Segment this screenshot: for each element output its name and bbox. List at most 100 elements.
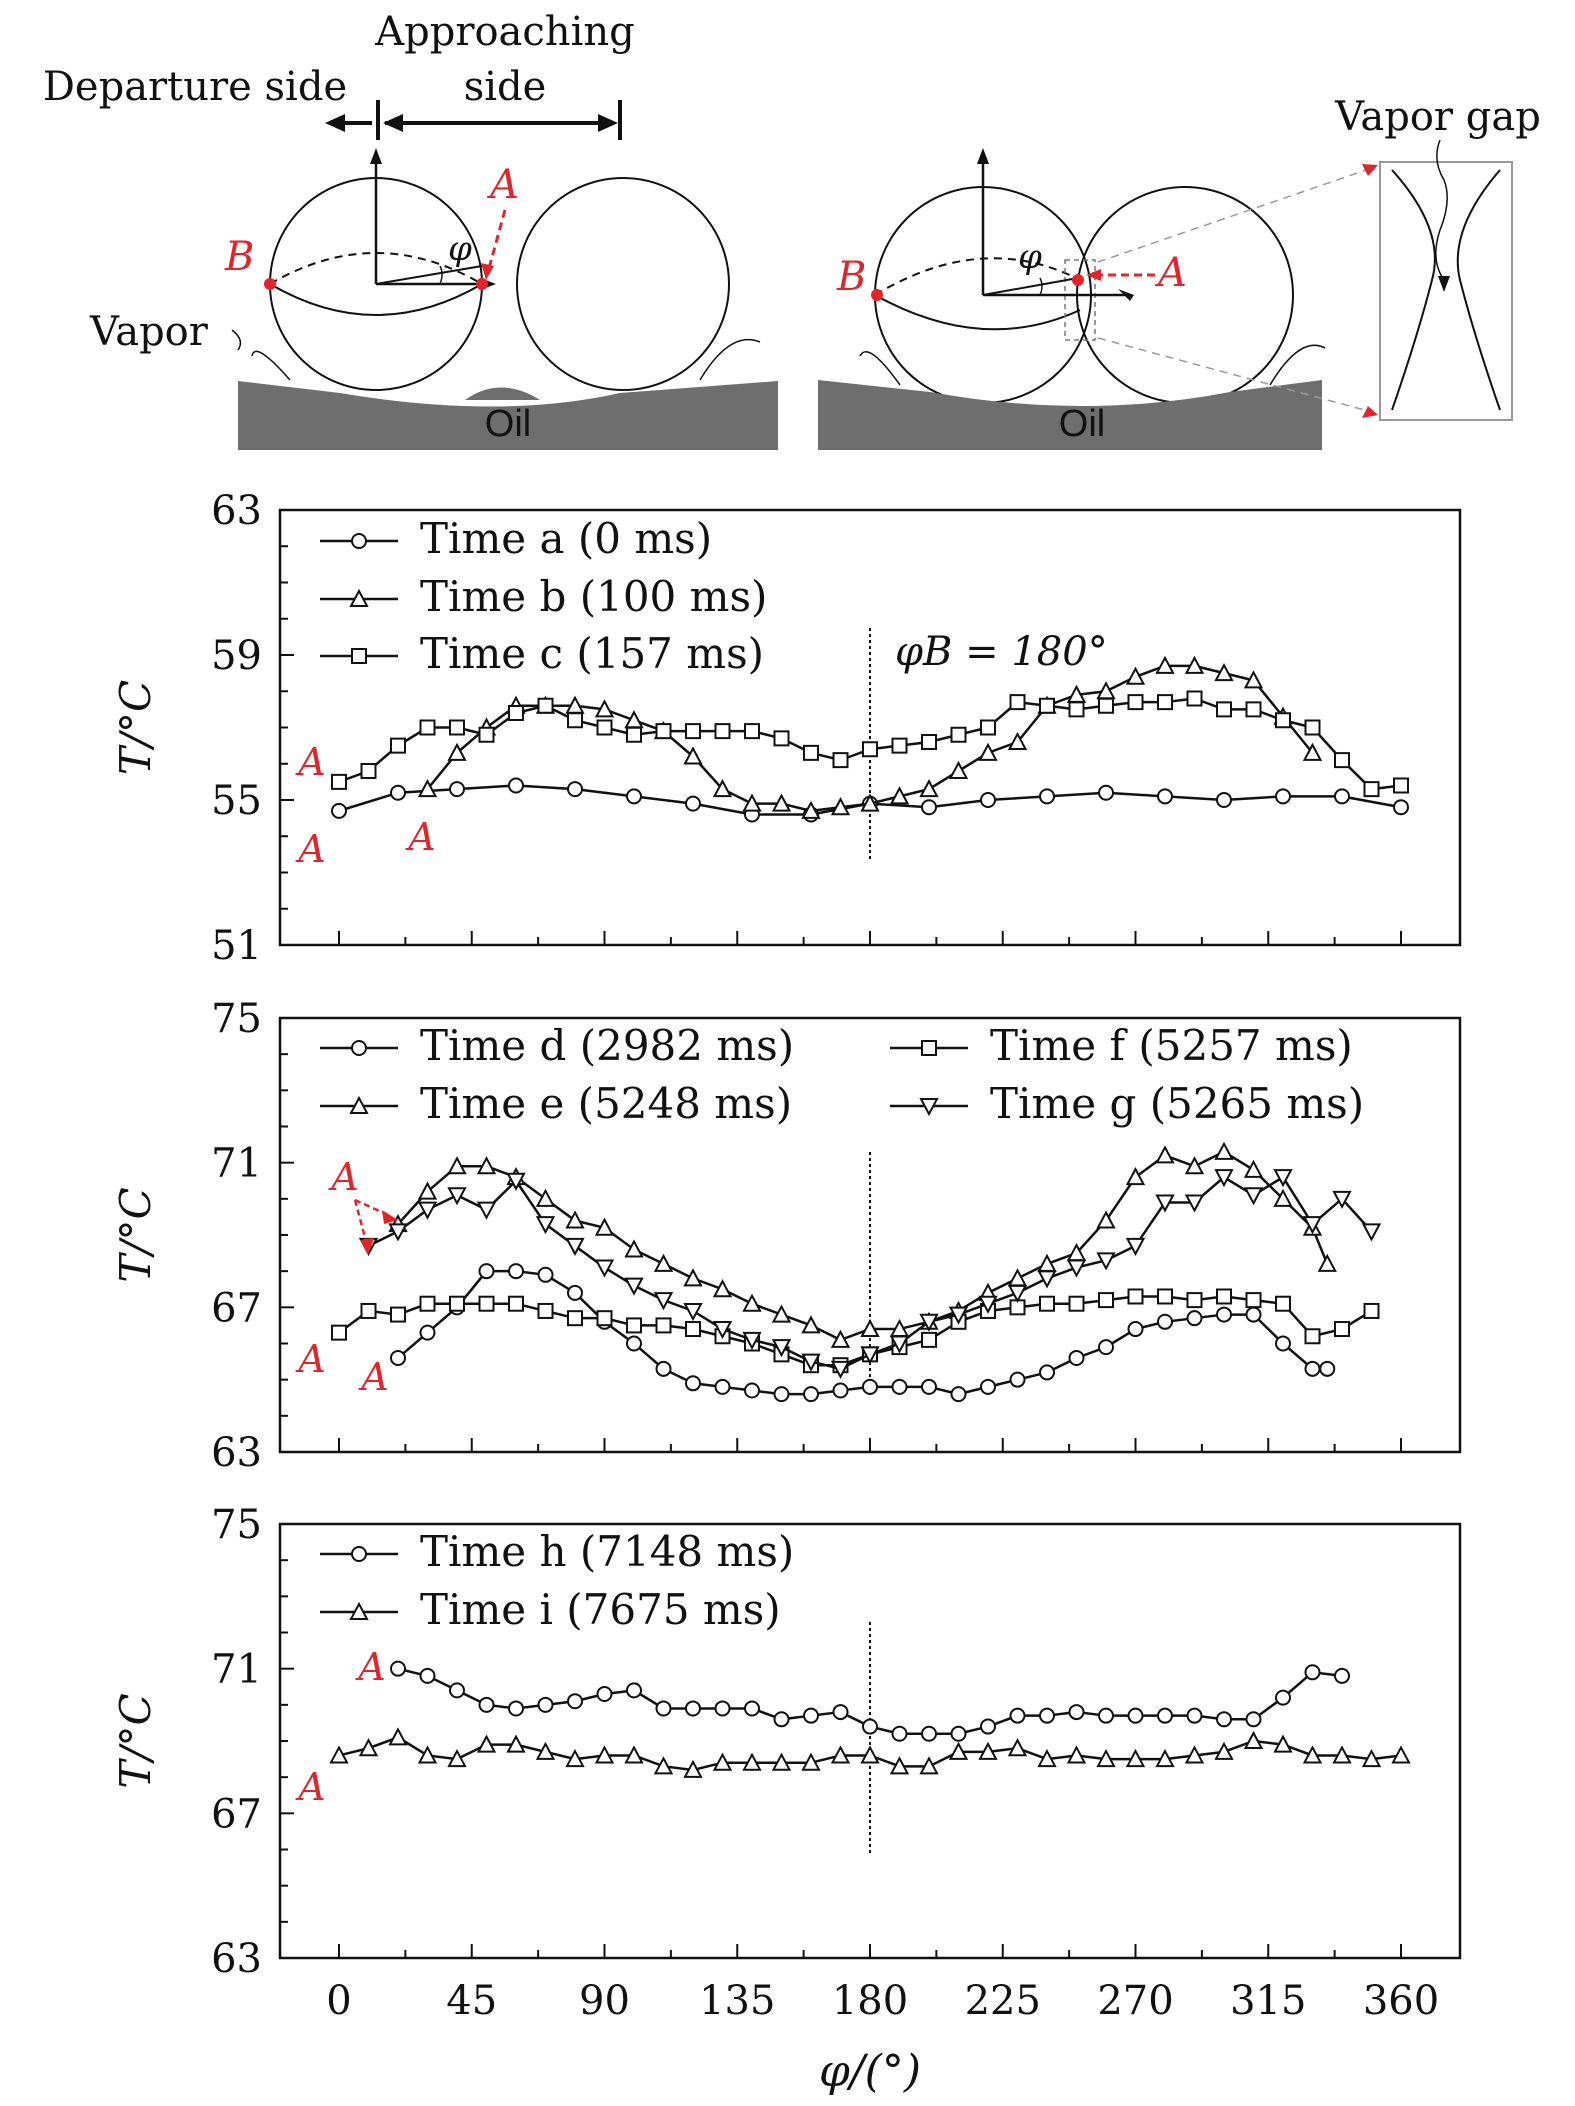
data-point (1039, 1707, 1055, 1724)
data-point (950, 1725, 967, 1742)
a-arrow-1-head (360, 1238, 374, 1255)
data-point (1098, 1707, 1114, 1724)
data-point (1302, 742, 1323, 761)
point-b-left-label: B (224, 234, 254, 280)
data-point (1363, 781, 1380, 798)
data-point (655, 723, 672, 740)
data-point (1009, 694, 1026, 711)
approaching-side-label-2: side (464, 64, 547, 110)
data-point (1363, 1302, 1380, 1319)
data-point (1007, 1738, 1028, 1757)
data-point (1068, 1704, 1085, 1721)
legend-marker (349, 588, 369, 607)
data-point (862, 1718, 878, 1735)
data-point (683, 1759, 703, 1778)
angle-phi-left: φ (448, 229, 472, 269)
data-point (830, 1745, 851, 1764)
data-point (683, 1302, 703, 1322)
data-point (1009, 1371, 1026, 1388)
legend-label: Time c (157 ms) (420, 629, 764, 678)
data-point (1127, 694, 1144, 711)
data-point (742, 1293, 762, 1312)
data-point (1393, 777, 1409, 794)
data-point (1216, 1288, 1232, 1305)
data-point (1007, 1268, 1028, 1287)
data-point (447, 1156, 467, 1175)
data-point (419, 1324, 436, 1341)
legend-label: Time d (2982 ms) (420, 1021, 794, 1070)
a-arrow-1 (353, 1199, 369, 1246)
data-point (714, 1700, 731, 1717)
a-arrow-2-head (382, 1210, 398, 1224)
data-point (1275, 1335, 1291, 1352)
data-point (1125, 1237, 1146, 1256)
legend-entry: Time a (0 ms) (320, 514, 712, 563)
left-bubble-pair: φ A B Vapor (89, 148, 761, 391)
data-point (626, 1682, 642, 1699)
data-point (1127, 1288, 1144, 1305)
data-point (1037, 1748, 1057, 1768)
data-point (860, 793, 880, 812)
point-a-label: A (295, 740, 325, 784)
data-point (860, 1346, 880, 1365)
legend-label: Time b (100 ms) (420, 572, 767, 621)
data-point (478, 1696, 495, 1713)
data-point (508, 1263, 524, 1280)
data-point (980, 719, 996, 736)
data-point (1243, 1159, 1264, 1178)
departure-side-label: Departure side (43, 64, 347, 110)
data-point (1039, 697, 1055, 714)
oil-label-right: Oil (1059, 403, 1105, 445)
data-point (449, 1295, 465, 1312)
data-point (1245, 1292, 1262, 1309)
data-point (742, 1331, 762, 1351)
x-tick-label: 0 (326, 1978, 351, 2024)
data-point (862, 1378, 878, 1395)
y-tick-label: 75 (211, 1502, 262, 1548)
data-point (801, 1315, 821, 1334)
legend-label: Time f (5257 ms) (990, 1021, 1353, 1070)
data-point (478, 1263, 495, 1280)
data-point (535, 1741, 556, 1760)
y-axis-label: T/°C (111, 1187, 160, 1282)
data-point (390, 784, 406, 801)
data-point (919, 779, 939, 798)
data-point (624, 1745, 644, 1764)
data-point (390, 737, 406, 754)
data-point (891, 1725, 908, 1742)
data-point (390, 1349, 406, 1366)
data-point (506, 1172, 526, 1191)
data-point (1157, 788, 1173, 805)
data-point (417, 1201, 438, 1220)
data-point (921, 1378, 937, 1395)
data-point (1216, 701, 1232, 718)
right-oil-pool: Oil (818, 380, 1322, 450)
y-tick-label: 71 (211, 1141, 262, 1187)
data-point (978, 1295, 998, 1314)
series-3 (331, 1288, 1380, 1374)
data-point (712, 1279, 733, 1298)
side-dimension-arrows (325, 100, 622, 140)
legend-marker (351, 1546, 367, 1562)
data-point (1317, 1253, 1337, 1272)
legend-entry: Time f (5257 ms) (890, 1021, 1353, 1070)
data-point (830, 1329, 851, 1348)
data-point (1304, 719, 1321, 736)
x-tick-label: 135 (699, 1978, 775, 2024)
data-point (1214, 1741, 1234, 1760)
data-point (594, 1217, 615, 1236)
series-4 (358, 1169, 1382, 1379)
data-point (685, 795, 701, 812)
point-a-left-label: A (486, 162, 519, 208)
data-point (771, 793, 792, 812)
data-point (1273, 1188, 1293, 1207)
data-point (508, 1700, 524, 1717)
data-point (624, 1239, 644, 1258)
legend-label: Time g (5265 ms) (990, 1079, 1364, 1128)
data-point (1273, 1734, 1293, 1753)
data-point (978, 1741, 998, 1760)
right-bubble-pair: φ A B (836, 148, 1326, 404)
data-point (1332, 1190, 1352, 1209)
data-point (1184, 1156, 1205, 1175)
data-point (1068, 1295, 1085, 1312)
